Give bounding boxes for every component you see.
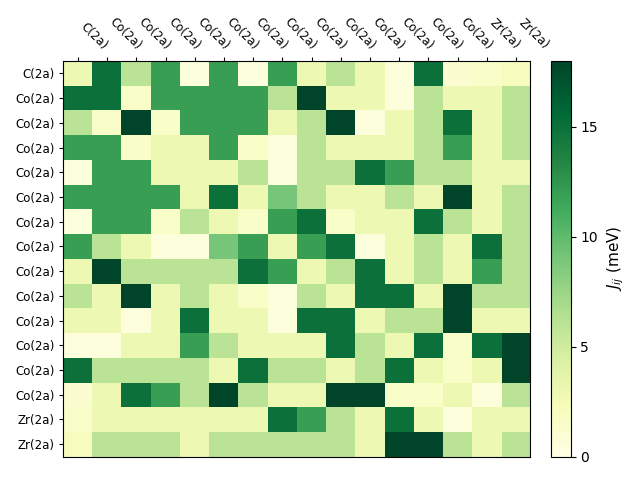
Y-axis label: $J_{ij}$ (meV): $J_{ij}$ (meV): [605, 226, 625, 291]
